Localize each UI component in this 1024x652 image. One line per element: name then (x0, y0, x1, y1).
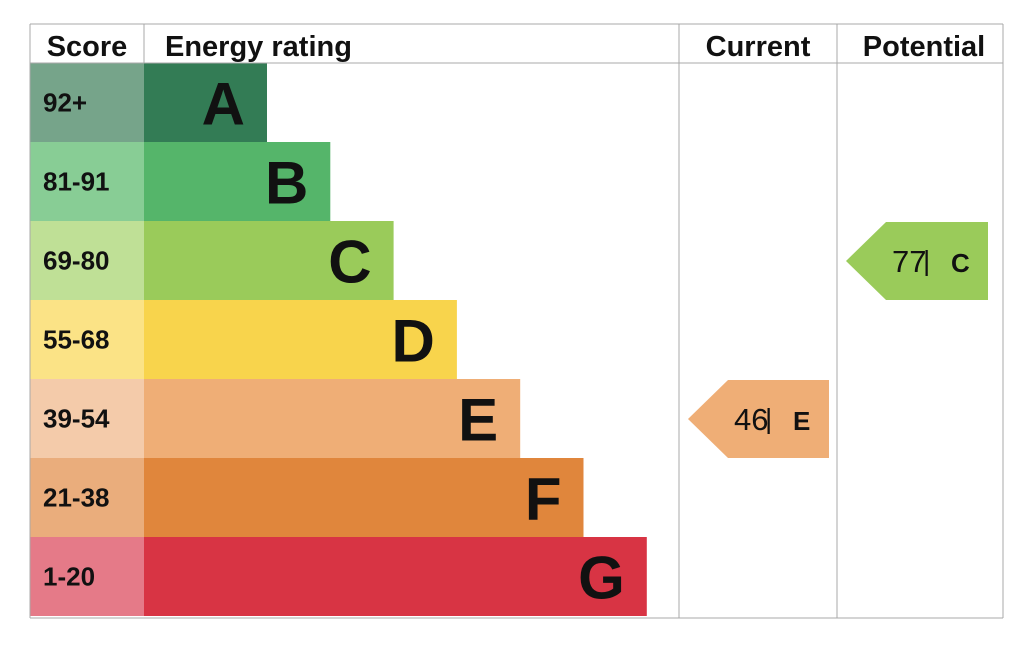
band-letter-a: A (202, 71, 245, 138)
header-score: Score (47, 31, 128, 63)
band-letter-b: B (265, 150, 308, 217)
score-label-e: 39-54 (43, 404, 110, 434)
score-label-f: 21-38 (43, 483, 110, 513)
bands-layer: 92+ A 81-91 B 69-80 C 55-68 D 39-54 E 21-38 F 1-20 G (30, 63, 647, 616)
band-letter-f: F (525, 466, 562, 533)
score-label-g: 1-20 (43, 562, 95, 592)
band-bar-f (144, 458, 584, 537)
header-current: Current (706, 31, 811, 63)
current-arrow (688, 380, 829, 458)
score-cell-b (30, 142, 144, 221)
score-cell-f (30, 458, 144, 537)
band-bar-b (144, 142, 331, 221)
current-letter: E (793, 406, 810, 436)
score-cell-e (30, 379, 144, 458)
header-potential: Potential (863, 31, 985, 63)
score-label-b: 81-91 (43, 167, 110, 197)
potential-separator: | (923, 245, 930, 276)
band-letter-c: C (328, 229, 371, 296)
current-separator: | (765, 403, 772, 434)
header-row: Score Energy rating Current Potential (47, 31, 986, 63)
band-letter-g: G (578, 545, 625, 612)
grid-layer (29, 23, 1004, 619)
score-label-c: 69-80 (43, 246, 110, 276)
band-bar-a (144, 63, 267, 142)
score-label-a: 92+ (43, 88, 87, 118)
potential-letter: C (951, 248, 970, 278)
rating-arrows: 46| E77| C (688, 222, 988, 458)
score-label-d: 55-68 (43, 325, 110, 355)
current-value: 46 (734, 402, 768, 437)
band-bar-g (144, 537, 647, 616)
score-cell-g (30, 537, 144, 616)
band-bar-d (144, 300, 457, 379)
header-energy-rating: Energy rating (165, 31, 352, 63)
score-cell-c (30, 221, 144, 300)
band-bar-e (144, 379, 521, 458)
potential-value: 77 (892, 244, 926, 279)
potential-arrow (846, 222, 988, 300)
band-letter-d: D (392, 308, 435, 375)
band-letter-e: E (458, 387, 498, 454)
score-cell-a (30, 63, 144, 142)
score-cell-d (30, 300, 144, 379)
band-bar-c (144, 221, 394, 300)
